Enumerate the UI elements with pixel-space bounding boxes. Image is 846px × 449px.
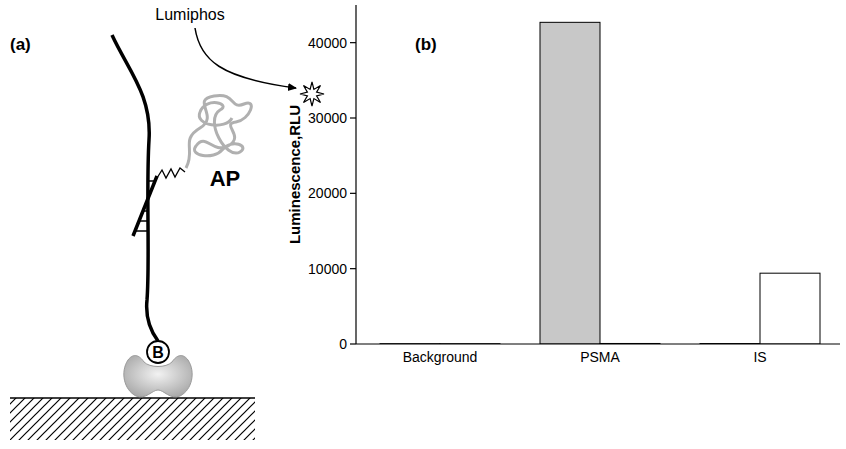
- bar: [540, 22, 600, 344]
- panel-label: (b): [415, 35, 437, 54]
- y-tick-label: 0: [339, 336, 347, 352]
- y-tick-label: 40000: [308, 35, 347, 51]
- light-burst: [300, 82, 324, 106]
- bar-chart: (b) 0 10000 20000 30000 40000 Background PSMA IS…: [286, 5, 840, 365]
- x-axis: [356, 343, 840, 344]
- biotin-label: B: [152, 344, 164, 361]
- base-pair: [148, 190, 151, 192]
- alkaline-phosphatase: [186, 95, 251, 168]
- probe-strand: [133, 176, 157, 236]
- base-pair: [139, 220, 148, 222]
- y-axis: [355, 5, 356, 344]
- figure: (a) AP B Lumiphos (b) 0 10000 20000 30000 40000 Ba…: [0, 0, 846, 449]
- y-tick: [350, 343, 356, 344]
- dna-strand: [112, 35, 158, 341]
- bar: [760, 273, 820, 344]
- surface-edge: [10, 397, 255, 399]
- substrate-label: Lumiphos: [155, 6, 224, 23]
- y-tick: [350, 268, 356, 269]
- base-pair: [148, 180, 155, 182]
- enzyme-label: AP: [210, 166, 241, 191]
- x-tick-label: IS: [753, 349, 766, 365]
- figure-root: (a) AP B Lumiphos (b) 0 10000 20000 30000 40000 Ba…: [0, 0, 846, 449]
- y-tick: [350, 193, 356, 194]
- reaction-arrow: [195, 28, 296, 88]
- linker: [157, 168, 185, 178]
- x-tick-label: PSMA: [580, 349, 620, 365]
- y-tick-label: 20000: [308, 185, 347, 201]
- surface: [10, 398, 255, 440]
- y-tick-label: 30000: [308, 110, 347, 126]
- x-tick-label: Background: [403, 349, 478, 365]
- base-pair: [147, 200, 148, 202]
- diagram: (a) AP B Lumiphos: [10, 6, 324, 440]
- base-pair: [143, 210, 148, 212]
- y-axis-title: Luminescence,RLU: [286, 105, 303, 244]
- panel-label: (a): [10, 35, 31, 54]
- y-tick: [350, 42, 356, 43]
- biotin: [147, 341, 169, 363]
- y-tick: [350, 117, 356, 118]
- y-tick-label: 10000: [308, 261, 347, 277]
- bars: [380, 22, 820, 344]
- base-pair: [135, 230, 148, 232]
